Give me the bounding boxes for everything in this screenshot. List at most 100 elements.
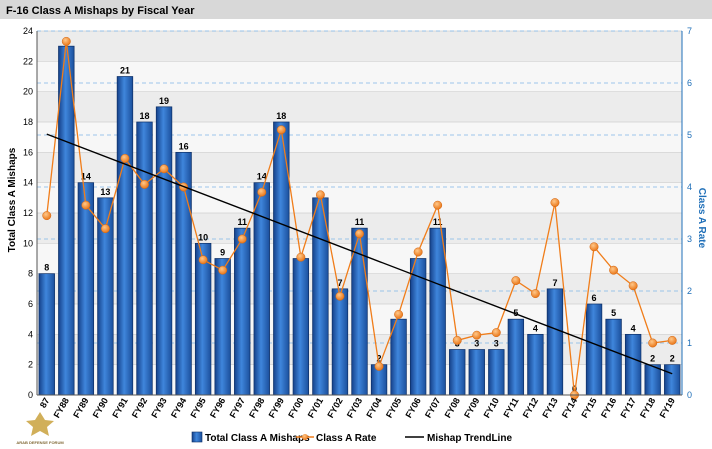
bar-FY19 [664, 364, 681, 396]
rate-point-FY99 [276, 125, 286, 135]
data-label-FY15: 6 [592, 293, 597, 303]
bar-FY88 [58, 45, 75, 396]
y-tick-16: 16 [23, 147, 33, 157]
bar-FY01 [312, 197, 329, 396]
y-tick-4: 4 [28, 329, 33, 339]
data-label-FY96: 9 [220, 248, 225, 258]
legend-bar-swatch [191, 431, 203, 443]
data-label-FY97: 11 [237, 217, 247, 227]
data-label-FY12: 4 [533, 323, 538, 333]
data-label-FY90: 13 [100, 187, 110, 197]
plot-band [37, 91, 682, 122]
y-tick-18: 18 [23, 117, 33, 127]
bar-FY11 [507, 318, 525, 396]
bar-series [38, 45, 681, 396]
rate-point-FY12 [530, 289, 540, 299]
bar-FY12 [527, 333, 544, 396]
rate-point-FY06 [413, 247, 423, 257]
data-label-FY87: 8 [44, 263, 49, 273]
y2-tick-0: 0 [687, 390, 692, 400]
y-tick-2: 2 [28, 360, 33, 370]
data-label-FY95: 10 [198, 232, 208, 242]
bar-FY16 [605, 318, 622, 396]
legend-bar-label: Total Class A Mishaps [205, 433, 310, 444]
rate-point-FY98 [257, 187, 267, 197]
y-tick-14: 14 [23, 178, 33, 188]
data-label-FY09: 3 [474, 339, 479, 349]
watermark-logo: ARAB DEFENSE FORUM [16, 412, 64, 445]
rate-point-FY04 [374, 361, 384, 371]
legend-rate-label: Class A Rate [316, 433, 377, 444]
bar-FY92 [136, 121, 153, 396]
data-label-FY04: 2 [377, 354, 382, 364]
rate-point-FY10 [491, 328, 501, 338]
data-label-FY89: 14 [81, 172, 91, 182]
plot-band [37, 122, 682, 153]
data-label-FY93: 19 [159, 96, 169, 106]
rate-point-FY08 [452, 335, 462, 345]
rate-point-FY15 [589, 242, 599, 252]
data-label-FY13: 7 [552, 278, 557, 288]
axes [36, 31, 683, 396]
y2-tick-7: 7 [687, 26, 692, 36]
bar-FY13 [546, 288, 564, 396]
data-label-FY19: 2 [670, 354, 675, 364]
y2-tick-3: 3 [687, 234, 692, 244]
rate-point-FY87 [42, 211, 52, 221]
y-tick-20: 20 [23, 87, 33, 97]
watermark-text: ARAB DEFENSE FORUM [16, 440, 64, 445]
data-label-FY18: 2 [650, 354, 655, 364]
rate-point-FY91 [120, 153, 130, 163]
data-label-FY07: 11 [433, 217, 443, 227]
data-label-FY98: 14 [257, 172, 267, 182]
bar-FY15 [585, 303, 603, 396]
y-tick-0: 0 [28, 390, 33, 400]
rate-point-FY05 [394, 309, 404, 319]
trendline-path [46, 133, 673, 375]
y-tick-24: 24 [23, 26, 33, 36]
rate-point-FY02 [335, 291, 345, 301]
rate-point-FY19 [667, 335, 677, 345]
y-tick-12: 12 [23, 208, 33, 218]
rate-point-FY88 [61, 36, 71, 46]
legend-trend-label: Mishap TrendLine [427, 433, 512, 444]
rate-point-FY01 [315, 190, 325, 200]
rate-point-FY03 [355, 229, 364, 239]
right-axis-ticks: 0 1 2 3 4 5 6 7 [687, 26, 692, 400]
bar-FY93 [155, 106, 173, 396]
data-label-FY94: 16 [179, 141, 189, 151]
bar-FY91 [116, 76, 134, 396]
rate-point-FY90 [100, 224, 110, 234]
bar-FY08 [449, 349, 466, 396]
y-tick-8: 8 [28, 269, 33, 279]
y2-tick-4: 4 [687, 182, 692, 192]
data-label-FY92: 18 [139, 111, 149, 121]
rate-point-FY96 [218, 265, 228, 275]
rate-point-FY09 [472, 330, 482, 340]
bar-FY07 [429, 227, 446, 396]
chart-title: F-16 Class A Mishaps by Fiscal Year [6, 5, 195, 17]
rate-point-FY89 [81, 200, 91, 210]
bar-FY87 [38, 273, 55, 396]
bar-FY02 [331, 288, 349, 396]
y-tick-10: 10 [23, 238, 33, 248]
data-label-FY17: 4 [631, 323, 636, 333]
trendline-series [46, 133, 673, 375]
data-label-FY16: 5 [611, 308, 616, 318]
legend-rate-dot [302, 434, 308, 440]
data-label-FY99: 18 [276, 111, 286, 121]
rate-point-FY95 [198, 255, 208, 265]
rate-point-FY13 [550, 198, 560, 208]
rate-point-FY17 [628, 281, 638, 291]
rate-point-FY93 [159, 164, 169, 174]
bar-FY09 [468, 349, 485, 396]
data-label-FY02: 7 [337, 278, 342, 288]
data-label-FY10: 3 [494, 339, 499, 349]
y2-tick-6: 6 [687, 78, 692, 88]
y-axis-title: Total Class A Mishaps [7, 147, 18, 252]
rate-point-FY16 [609, 265, 619, 275]
y-tick-22: 22 [23, 56, 33, 66]
rate-point-FY92 [140, 179, 149, 189]
